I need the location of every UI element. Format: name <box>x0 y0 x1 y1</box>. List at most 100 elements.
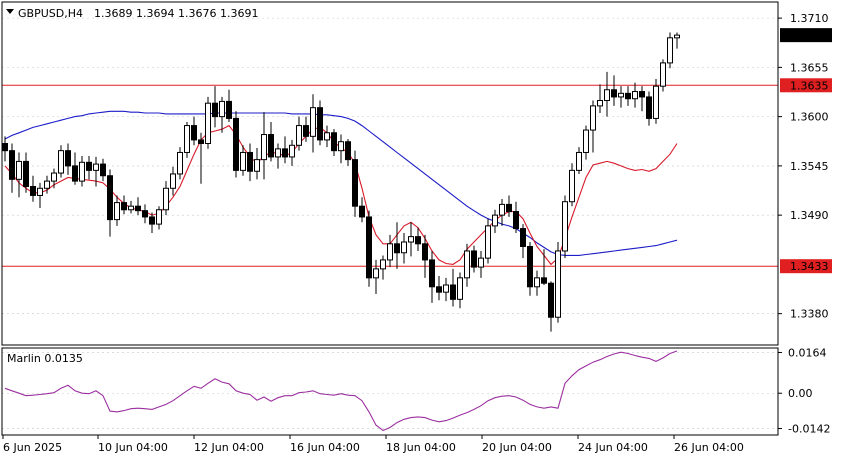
candle[interactable] <box>212 86 218 128</box>
candle[interactable] <box>177 147 183 180</box>
candle[interactable] <box>422 234 428 278</box>
candle[interactable] <box>121 195 127 215</box>
candle[interactable] <box>240 145 246 176</box>
candle[interactable] <box>401 233 407 264</box>
candle[interactable] <box>457 272 463 309</box>
candle[interactable] <box>674 32 680 49</box>
candle[interactable] <box>149 212 155 234</box>
candle[interactable] <box>275 143 281 169</box>
candle[interactable] <box>9 143 15 193</box>
candle[interactable] <box>499 199 505 226</box>
candle[interactable] <box>268 122 274 162</box>
candle[interactable] <box>345 139 351 166</box>
candle-body-up <box>44 180 50 189</box>
candle[interactable] <box>198 132 204 184</box>
candle[interactable] <box>520 224 526 259</box>
candle[interactable] <box>394 222 400 269</box>
candle[interactable] <box>128 200 134 214</box>
candle[interactable] <box>513 201 519 234</box>
candle[interactable] <box>226 89 232 123</box>
candle[interactable] <box>387 234 393 268</box>
candle[interactable] <box>464 243 470 287</box>
candle[interactable] <box>415 227 421 251</box>
candle[interactable] <box>142 204 148 224</box>
candle[interactable] <box>261 112 267 180</box>
candle[interactable] <box>471 245 477 273</box>
candle[interactable] <box>611 75 617 106</box>
candle[interactable] <box>310 94 316 153</box>
candle[interactable] <box>233 111 239 178</box>
candle[interactable] <box>366 210 372 287</box>
candle[interactable] <box>597 84 603 114</box>
candle[interactable] <box>170 166 176 196</box>
candle[interactable] <box>296 116 302 151</box>
candle[interactable] <box>338 134 344 164</box>
candle[interactable] <box>93 156 99 187</box>
candle[interactable] <box>429 250 435 303</box>
price-pane[interactable] <box>1 1 779 346</box>
candle[interactable] <box>562 195 568 259</box>
candle[interactable] <box>191 116 197 146</box>
candle[interactable] <box>667 32 673 69</box>
candle[interactable] <box>37 182 43 208</box>
candle[interactable] <box>352 150 358 217</box>
candle[interactable] <box>100 158 106 182</box>
candle[interactable] <box>163 181 169 216</box>
candle[interactable] <box>653 79 659 124</box>
candle[interactable] <box>569 163 575 207</box>
candle[interactable] <box>289 139 295 166</box>
candle[interactable] <box>492 209 498 234</box>
candle[interactable] <box>478 250 484 278</box>
candle[interactable] <box>590 100 596 153</box>
candle[interactable] <box>331 129 337 157</box>
indicator-pane[interactable]: Marlin 0.0135 <box>1 347 779 436</box>
candle[interactable] <box>58 145 64 178</box>
candle[interactable] <box>324 125 330 148</box>
candle[interactable] <box>408 222 414 257</box>
candle[interactable] <box>541 249 547 285</box>
candle[interactable] <box>247 143 253 182</box>
candle[interactable] <box>156 206 162 230</box>
candle[interactable] <box>555 242 561 323</box>
candle[interactable] <box>86 156 92 180</box>
candle[interactable] <box>51 168 57 189</box>
candle[interactable] <box>548 281 554 332</box>
candle[interactable] <box>583 125 589 160</box>
candle[interactable] <box>625 86 631 106</box>
candle[interactable] <box>639 86 645 112</box>
candle[interactable] <box>436 276 442 301</box>
candle[interactable] <box>135 197 141 216</box>
candle[interactable] <box>450 268 456 307</box>
candle[interactable] <box>282 136 288 164</box>
candle[interactable] <box>534 270 540 296</box>
candle[interactable] <box>254 147 260 180</box>
candle[interactable] <box>44 175 50 194</box>
candle[interactable] <box>604 71 610 117</box>
candle[interactable] <box>184 122 190 158</box>
candle[interactable] <box>359 197 365 223</box>
candle[interactable] <box>79 156 85 187</box>
candle[interactable] <box>72 152 78 185</box>
candle[interactable] <box>23 152 29 193</box>
candle[interactable] <box>30 175 36 202</box>
candle[interactable] <box>205 96 211 149</box>
candle[interactable] <box>485 218 491 264</box>
candle[interactable] <box>373 259 379 294</box>
candle[interactable] <box>219 96 225 133</box>
candle[interactable] <box>646 91 652 126</box>
candle[interactable] <box>114 195 120 226</box>
candle[interactable] <box>65 143 71 175</box>
candle[interactable] <box>618 86 624 108</box>
candle[interactable] <box>317 100 323 146</box>
candle[interactable] <box>443 277 449 302</box>
collapse-triangle-icon[interactable] <box>6 9 14 14</box>
candle[interactable] <box>506 195 512 217</box>
candle[interactable] <box>576 147 582 174</box>
candle[interactable] <box>527 242 533 296</box>
candle[interactable] <box>632 82 638 108</box>
candle[interactable] <box>660 59 666 92</box>
candle[interactable] <box>303 116 309 142</box>
candle[interactable] <box>107 169 113 237</box>
candle[interactable] <box>16 152 22 198</box>
candle[interactable] <box>380 255 386 280</box>
